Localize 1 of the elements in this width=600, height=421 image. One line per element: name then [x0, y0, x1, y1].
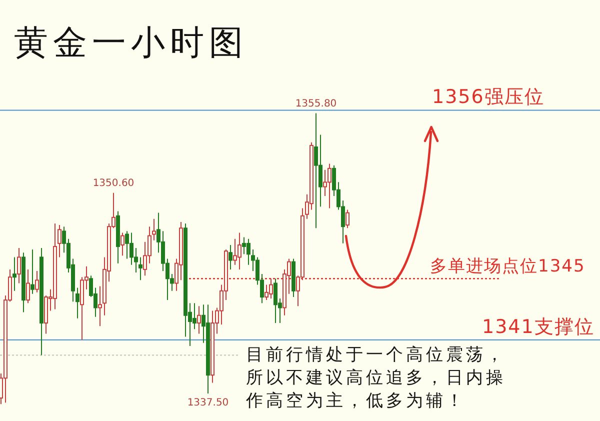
title: 黄金一小时图 — [14, 23, 248, 63]
